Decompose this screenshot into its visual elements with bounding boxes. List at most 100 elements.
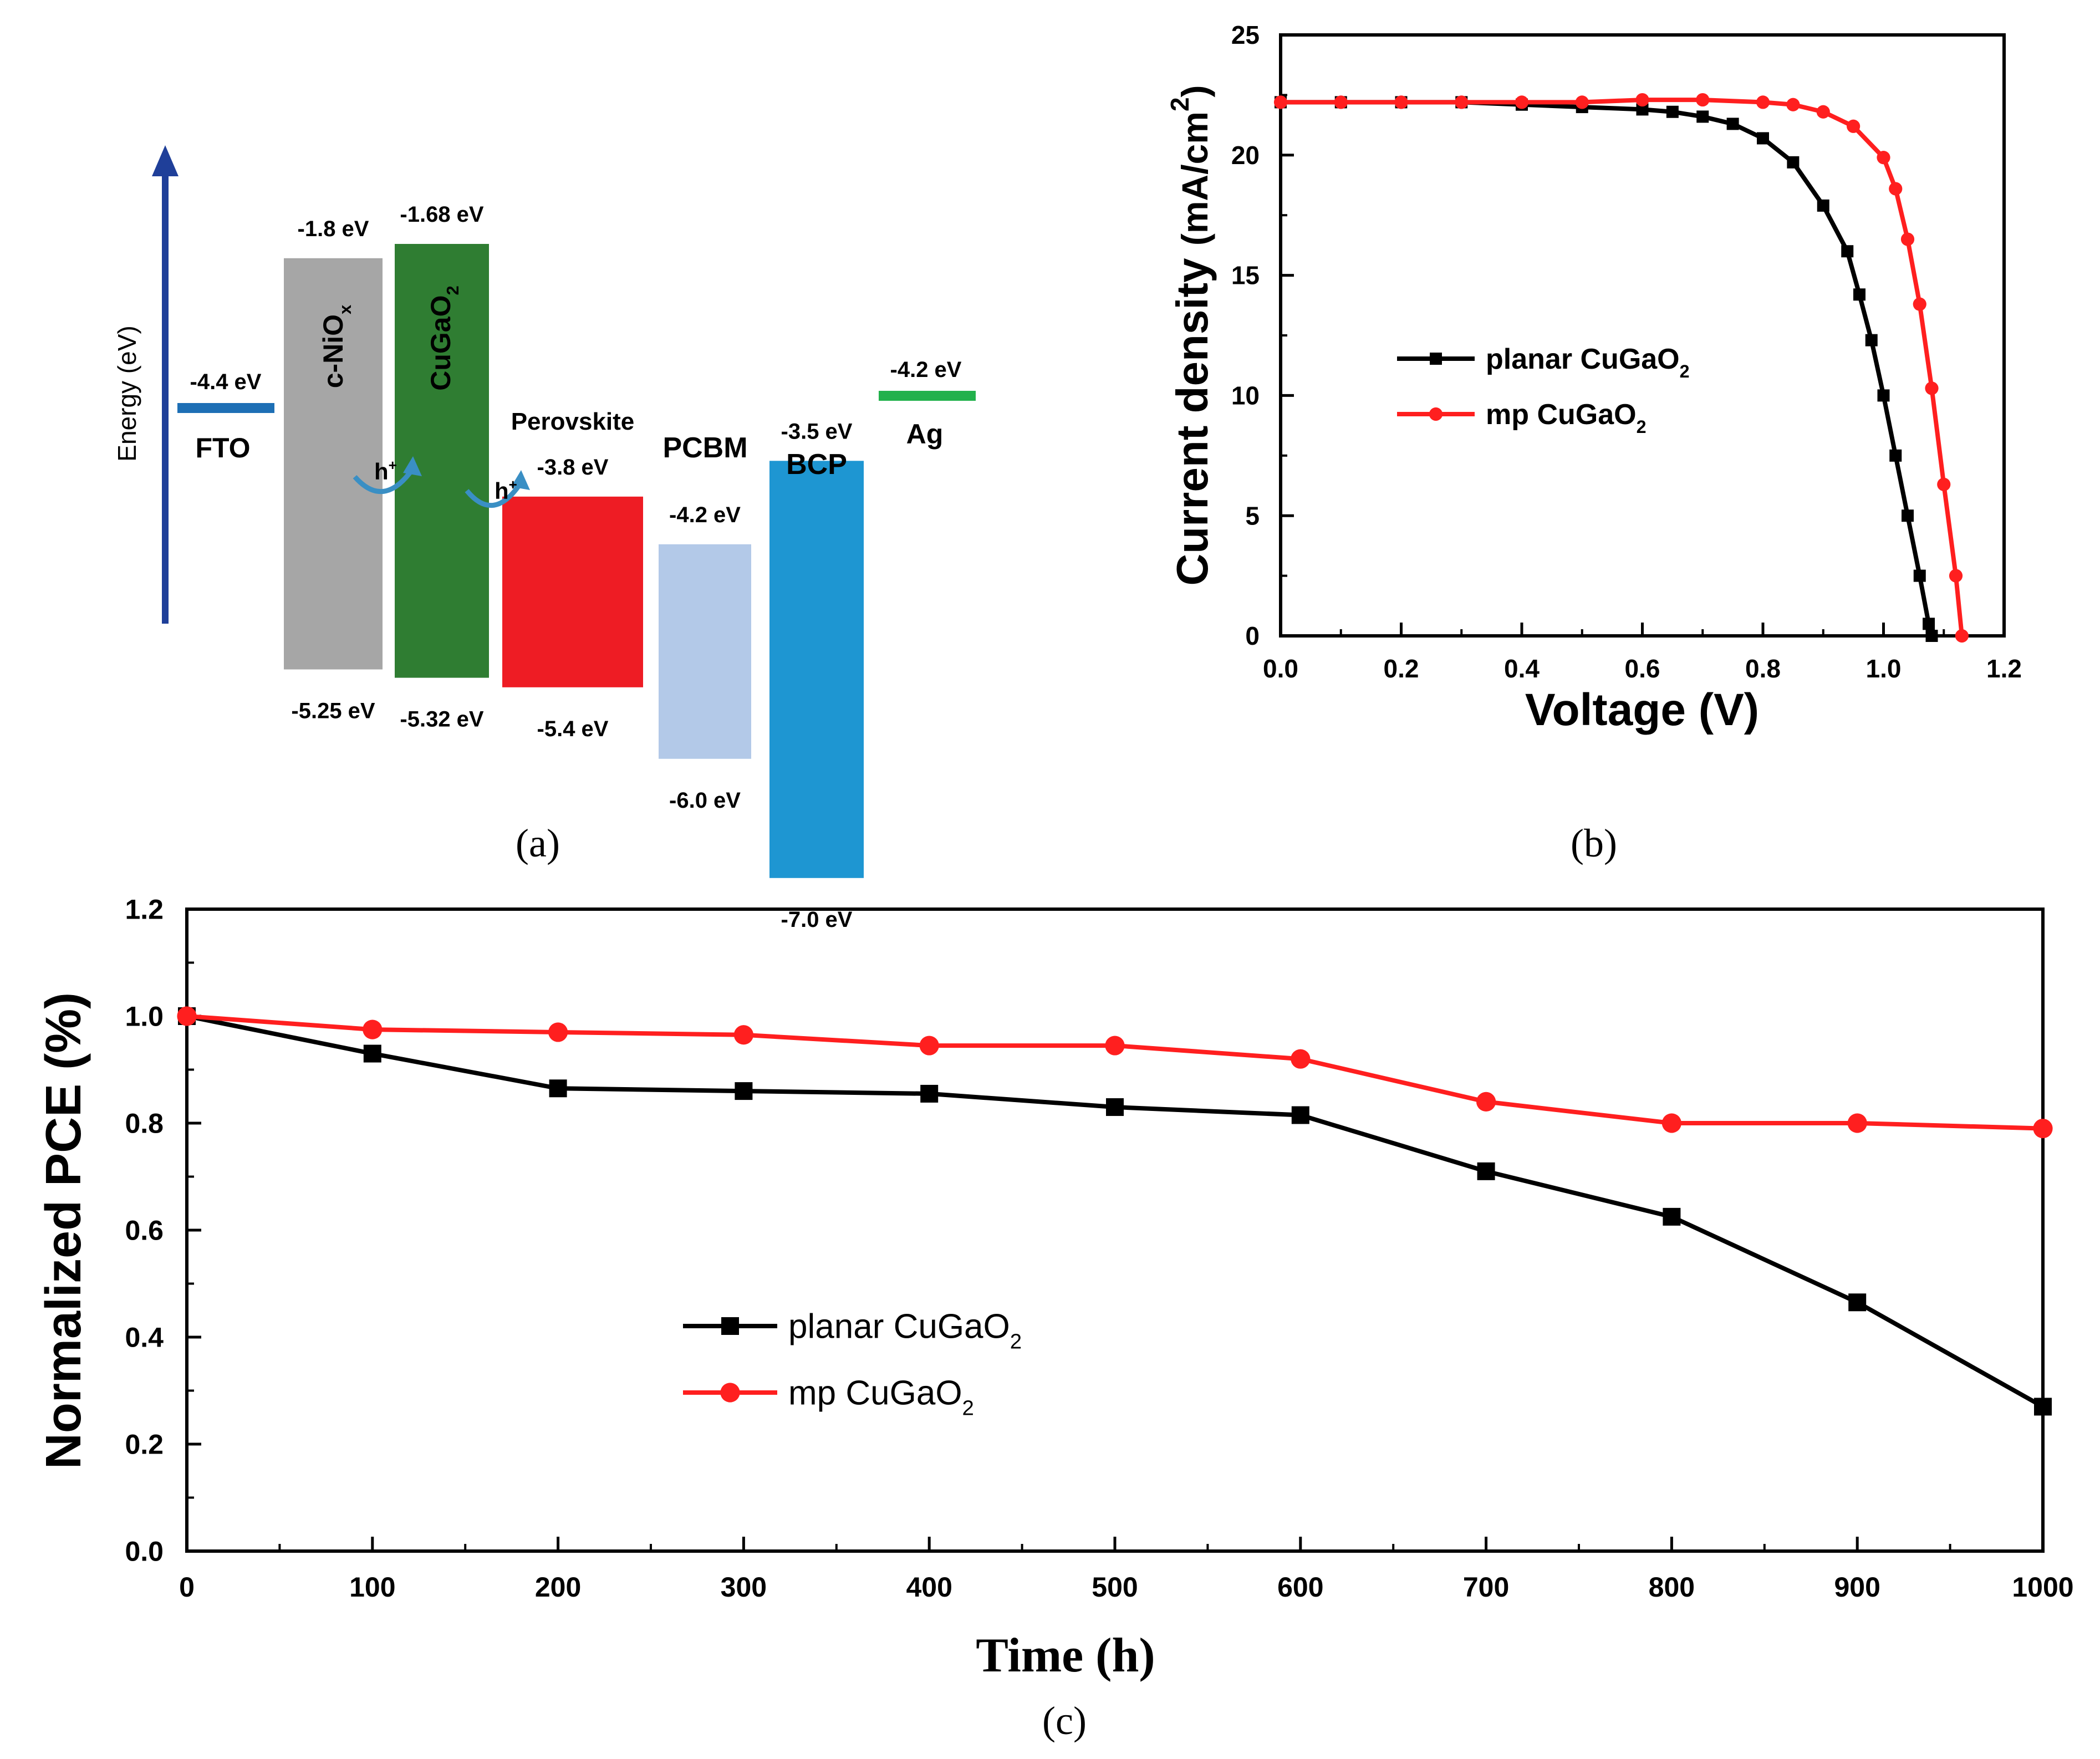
y-tick-label: 0 [1245, 621, 1260, 650]
x-tick-label: 600 [1277, 1572, 1323, 1603]
layer-ag [879, 391, 976, 401]
x-tick-label: 100 [349, 1572, 395, 1603]
energy-axis-arrowhead [152, 145, 179, 176]
layer-bcp [769, 461, 864, 878]
data-point-mp [1334, 95, 1348, 109]
data-point-mp [1635, 93, 1649, 107]
legend-marker-mp [1429, 407, 1443, 421]
x-axis-title: Voltage (V) [1525, 685, 1759, 735]
data-point-planar [1757, 132, 1769, 145]
data-point-mp [733, 1025, 753, 1045]
layer-nio-label: c-NiOx [318, 304, 355, 388]
y-axis-title: Normalized PCE (%) [36, 992, 91, 1469]
data-point-mp [1273, 95, 1288, 109]
layer-ag-top-label: -4.2 eV [890, 358, 962, 382]
data-point-mp [2033, 1119, 2053, 1139]
data-point-mp [1913, 297, 1926, 311]
data-point-planar [1787, 156, 1800, 169]
data-point-planar [1902, 509, 1914, 522]
data-point-planar [1663, 1207, 1681, 1226]
layer-nio [284, 258, 383, 670]
layer-perovskite [502, 496, 643, 687]
data-point-planar [1913, 569, 1926, 582]
data-point-planar [1841, 245, 1854, 258]
hole-transfer-arrowhead-1 [403, 456, 422, 476]
hole-transfer-arrow-2 [465, 481, 523, 508]
data-point-planar [1925, 630, 1938, 642]
legend-marker-mp [720, 1383, 740, 1403]
data-point-planar [1848, 1293, 1867, 1312]
data-point-mp [1877, 151, 1890, 165]
data-point-mp [1696, 93, 1710, 107]
hole-label-2: h+ [495, 476, 517, 504]
data-point-mp [1476, 1092, 1496, 1112]
jv-chart: 0.0 0.2 0.4 0.6 0.8 1.0 1.2 0 5 10 15 20 25 planar Cu… [1165, 21, 2022, 735]
data-point-planar [549, 1079, 567, 1098]
data-point-planar [1853, 288, 1865, 301]
data-point-mp [1575, 95, 1589, 109]
legend-label-mp: mp CuGaO2 [788, 1374, 974, 1420]
hole-label-1: h+ [374, 457, 397, 485]
layer-fto-top-label: -4.4 eV [190, 370, 262, 394]
layer-cugao2-label: CuGaO2 [425, 285, 462, 391]
data-point-mp [1816, 105, 1830, 119]
x-tick-label: 0.4 [1504, 654, 1540, 683]
y-tick-label: 15 [1231, 261, 1260, 290]
data-point-mp [1455, 95, 1469, 109]
data-point-planar [1636, 103, 1649, 116]
layer-pcbm-bottom-label: -6.0 eV [669, 788, 741, 813]
y-tick-label: 25 [1231, 21, 1260, 49]
data-point-planar [1291, 1106, 1309, 1124]
legend-label-planar: planar CuGaO2 [788, 1308, 1022, 1354]
panel-label-c: (c) [1042, 1699, 1087, 1743]
data-point-mp [1291, 1049, 1311, 1069]
layer-cugao2-bottom-label: -5.32 eV [400, 707, 484, 732]
data-point-mp [363, 1019, 383, 1039]
data-point-planar [363, 1044, 381, 1063]
layer-pcbm-label: PCBM [662, 432, 747, 464]
x-tick-label: 0.6 [1625, 654, 1660, 683]
x-tick-label: 0 [179, 1572, 195, 1603]
legend-marker-planar [1430, 353, 1442, 365]
data-point-planar [1477, 1162, 1495, 1180]
layer-pcbm [659, 544, 751, 759]
stability-chart: 0 100 200 300 400 500 600 700 800 900 1000 0.0 0.2 0.… [36, 894, 2074, 1683]
y-tick-label: 10 [1231, 381, 1260, 410]
layer-bcp-bottom-label: -7.0 eV [781, 907, 853, 932]
data-point-mp [1394, 95, 1408, 109]
x-tick-label: 200 [535, 1572, 581, 1603]
data-point-planar [1877, 389, 1890, 402]
panel-label-a: (a) [516, 821, 560, 865]
data-point-planar [1106, 1098, 1124, 1116]
layer-fto [177, 403, 274, 413]
layer-nio-bottom-label: -5.25 eV [291, 699, 375, 723]
y-tick-label: 5 [1245, 501, 1260, 530]
data-point-planar [1696, 110, 1709, 123]
layer-bcp-label: BCP [786, 448, 847, 481]
y-tick-label: 0.6 [125, 1215, 164, 1246]
layer-fto-label: FTO [195, 432, 250, 463]
layer-pcbm-top-label: -4.2 eV [669, 503, 741, 527]
data-point-mp [1955, 629, 1969, 643]
panel-label-b: (b) [1571, 821, 1617, 865]
x-tick-label: 0.2 [1384, 654, 1419, 683]
x-tick-label: 900 [1834, 1572, 1880, 1603]
x-tick-label: 0.0 [1263, 654, 1298, 683]
y-tick-label: 0.4 [125, 1322, 164, 1353]
data-point-planar [1817, 199, 1829, 212]
x-tick-label: 800 [1649, 1572, 1695, 1603]
layer-cugao2-top-label: -1.68 eV [400, 202, 484, 227]
data-point-planar [1889, 449, 1902, 462]
data-point-mp [1889, 182, 1903, 196]
data-point-mp [919, 1036, 939, 1056]
data-point-mp [177, 1006, 197, 1026]
y-tick-label: 0.8 [125, 1108, 164, 1139]
x-tick-label: 500 [1092, 1572, 1138, 1603]
data-point-mp [1515, 95, 1529, 109]
y-tick-label: 0.0 [125, 1536, 164, 1567]
data-point-mp [1105, 1036, 1125, 1056]
legend-marker-planar [721, 1317, 739, 1335]
data-point-mp [1661, 1113, 1681, 1133]
data-point-planar [1666, 105, 1679, 118]
